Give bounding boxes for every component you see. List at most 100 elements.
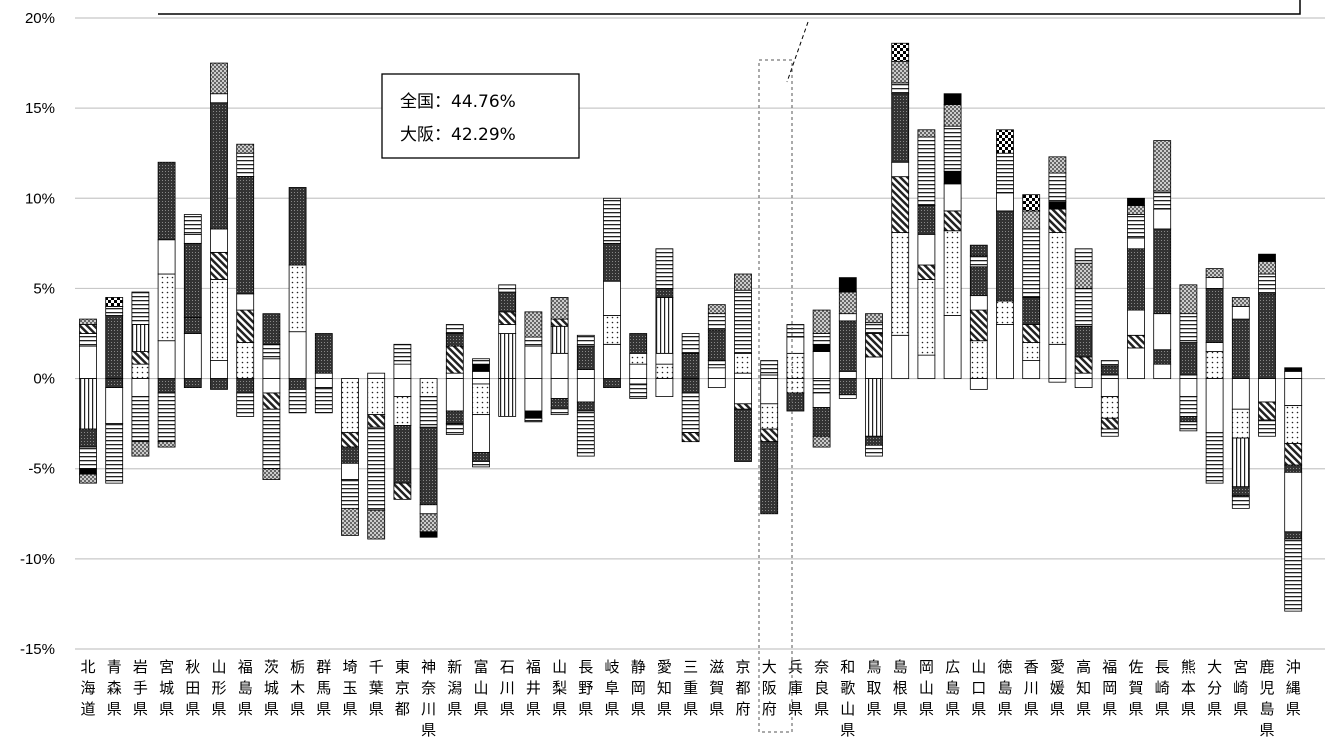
bar-segment [1074,356,1093,374]
x-category-label: 高知県 [1076,658,1091,718]
bar-group [367,372,386,540]
bar-segment [419,531,438,538]
bar-segment [393,378,412,398]
bar-group [603,197,621,388]
bar-segment [734,372,752,379]
bar-segment [1127,205,1145,215]
bar-group [1179,284,1198,432]
bar-group [472,358,490,468]
bar-segment [550,407,569,416]
y-axis-tick-labels: -15% -10% -5% 0% 5% 10% 15% 20% [20,10,55,658]
bar-segment [105,378,124,388]
bar-segment [183,378,202,388]
bar-segment [419,396,438,428]
bar-segment [157,239,176,275]
bar-segment [891,232,910,336]
bar-segment [917,354,936,379]
bar-segment [210,228,228,253]
bar-segment [1100,360,1119,367]
x-axis-category-labels: 北海道青森県岩手県宮城県秋田県山形県福島県茨城県栃木県群馬県埼玉県千葉県東京都神… [80,658,1300,739]
bar-segment [498,324,517,334]
bar-segment [262,378,281,394]
x-category-label: 和歌山県 [840,658,855,739]
bar-segment [1153,208,1172,230]
bar-segment [1258,378,1276,403]
bar-group [183,214,202,388]
bar-segment [393,482,412,500]
bar-segment [812,378,831,394]
bar-segment [629,363,648,379]
bar-group [131,291,150,457]
bar-segment [1205,432,1224,484]
bar-segment [1074,288,1093,327]
bar-segment [707,378,726,388]
bar-group [550,297,569,416]
bar-segment [1231,408,1250,439]
bar-group [314,333,333,414]
bar-segment [367,372,386,379]
bar-segment [210,62,228,95]
bar-segment [1179,284,1198,315]
bar-segment [1231,437,1250,488]
bar-segment [105,423,124,484]
bar-segment [445,378,464,412]
bar-segment [655,248,674,289]
bar-segment [891,334,910,379]
bar-segment [891,42,910,62]
bar-group [576,334,595,457]
bar-group [969,244,988,390]
bar-segment [131,351,150,365]
bar-segment [472,414,490,453]
bar-segment [707,329,726,361]
bar-segment [760,441,779,515]
bar-segment [891,93,910,163]
bar-group [760,360,779,515]
bar-segment [603,197,621,244]
bar-segment [603,343,621,379]
bar-segment [288,388,307,414]
bar-segment [1022,228,1041,298]
bar-segment [943,183,962,212]
bar-segment [1048,378,1067,383]
bar-segment [472,363,490,372]
bar-group [262,313,281,480]
bar-segment [760,428,779,443]
bar-segment [498,311,517,325]
bar-group [1127,197,1145,379]
bar-segment [236,143,255,154]
bar-segment [917,279,936,356]
bar-group [498,284,517,417]
x-category-label: 大阪府 [762,658,777,718]
bar-segment [865,435,883,446]
bar-group [1231,297,1250,509]
y-tick-label: 15% [25,100,55,117]
x-category-label: 大分県 [1207,658,1222,718]
bar-group [393,343,412,500]
bar-segment [655,352,674,365]
bar-segment [1074,248,1093,264]
bar-segment [524,311,543,338]
bar-segment [393,425,412,484]
bar-segment [891,60,910,84]
bar-segment [707,360,726,369]
bar-segment [236,378,255,394]
bar-segment [1074,378,1093,388]
bar-segment [157,378,176,394]
bar-group [445,324,464,435]
bar-segment [1100,428,1119,437]
bar-segment [79,428,97,448]
x-category-label: 鳥取県 [866,658,881,718]
bar-group [1100,360,1119,437]
bar-segment [865,333,883,358]
bar-segment [681,378,700,394]
bar-segment [498,284,517,293]
bar-segment [79,378,97,430]
bar-segment [812,309,831,334]
bar-segment [838,313,857,322]
bar-group [681,333,700,443]
bar-segment [79,468,97,475]
bar-segment [576,410,595,457]
bar-segment [707,313,726,331]
bar-segment [1231,297,1250,307]
bar-segment [655,288,674,298]
